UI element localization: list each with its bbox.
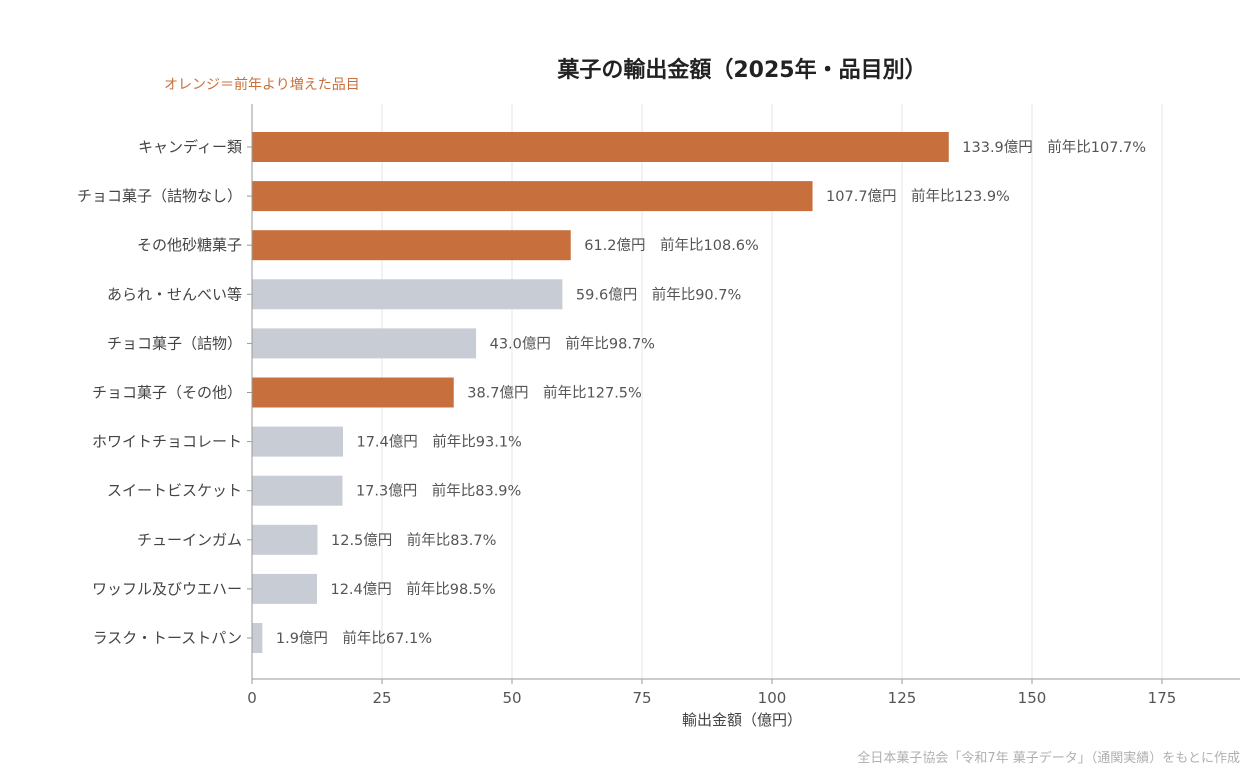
data-label: 12.4億円 前年比98.5% bbox=[330, 581, 495, 598]
category-label: キャンディー類 bbox=[138, 138, 242, 156]
category-label: チョコ菓子（詰物） bbox=[107, 334, 242, 352]
x-axis-title: 輸出金額（億円） bbox=[682, 711, 802, 729]
data-label: 38.7億円 前年比127.5% bbox=[467, 385, 642, 402]
bar bbox=[252, 181, 813, 212]
value-labels: 133.9億円 前年比107.7% 107.7億円 前年比123.9% 61.2億円… bbox=[276, 139, 1146, 647]
data-label: 12.5億円 前年比83.7% bbox=[331, 532, 496, 549]
data-label: 1.9億円 前年比67.1% bbox=[276, 630, 432, 647]
x-tick-label: 0 bbox=[247, 689, 257, 707]
category-labels: キャンディー類チョコ菓子（詰物なし）その他砂糖菓子あられ・せんべい等チョコ菓子（… bbox=[77, 138, 252, 647]
bar bbox=[252, 377, 454, 408]
legend-note: オレンジ＝前年より増えた品目 bbox=[164, 76, 360, 93]
x-tick-label: 150 bbox=[1018, 689, 1047, 707]
category-label: ラスク・トーストパン bbox=[93, 629, 242, 647]
bar bbox=[252, 230, 571, 261]
category-label: ワッフル及びウエハー bbox=[92, 580, 242, 598]
data-label: 17.4億円 前年比93.1% bbox=[356, 434, 521, 451]
data-label: 107.7億円 前年比123.9% bbox=[826, 188, 1010, 205]
category-label: チューインガム bbox=[137, 531, 242, 549]
bar bbox=[252, 328, 477, 359]
category-label: チョコ菓子（詰物なし） bbox=[77, 187, 242, 205]
category-label: その他砂糖菓子 bbox=[137, 236, 242, 254]
source-note: 全日本菓子協会「令和7年 菓子データ」（通関実績）をもとに作成 bbox=[857, 750, 1240, 766]
bar bbox=[252, 279, 563, 310]
chart-title: 菓子の輸出金額（2025年・品目別） bbox=[556, 57, 926, 83]
bar bbox=[252, 426, 343, 457]
data-label: 43.0億円 前年比98.7% bbox=[490, 335, 655, 352]
axes bbox=[251, 104, 1240, 680]
bar bbox=[252, 573, 317, 604]
category-label: あられ・せんべい等 bbox=[107, 285, 242, 303]
category-label: スイートビスケット bbox=[107, 482, 242, 500]
bar bbox=[252, 475, 343, 506]
data-label: 59.6億円 前年比90.7% bbox=[576, 286, 741, 303]
bar bbox=[252, 623, 263, 653]
x-tick-label: 175 bbox=[1148, 689, 1177, 707]
category-label: チョコ菓子（その他） bbox=[92, 384, 242, 402]
bar bbox=[252, 132, 949, 162]
bar bbox=[252, 524, 318, 555]
x-tick-label: 75 bbox=[632, 689, 651, 707]
x-tick-labels: 0 25 50 75 100 125 150 175 bbox=[247, 679, 1176, 707]
x-tick-label: 25 bbox=[372, 689, 391, 707]
x-tick-label: 100 bbox=[758, 689, 787, 707]
x-tick-label: 50 bbox=[502, 689, 521, 707]
data-label: 61.2億円 前年比108.6% bbox=[584, 237, 759, 254]
category-label: ホワイトチョコレート bbox=[92, 433, 242, 451]
data-label: 17.3億円 前年比83.9% bbox=[356, 483, 521, 500]
bars bbox=[252, 132, 949, 653]
data-label: 133.9億円 前年比107.7% bbox=[962, 139, 1146, 156]
x-tick-label: 125 bbox=[888, 689, 917, 707]
